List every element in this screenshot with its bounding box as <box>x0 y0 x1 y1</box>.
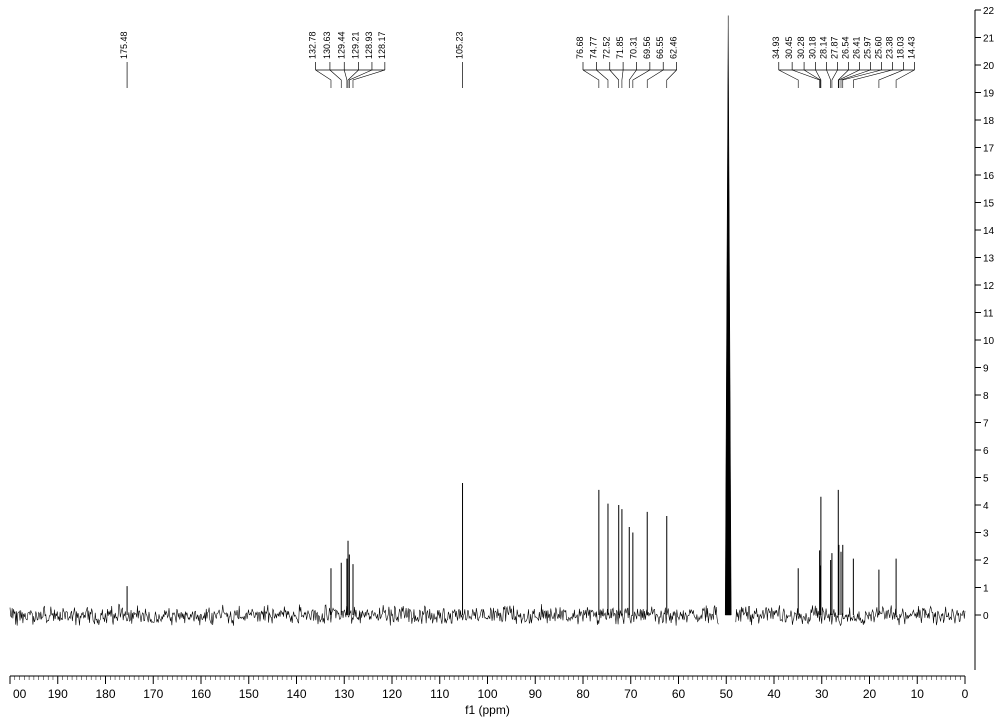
peak-label: 70.31 <box>628 36 638 59</box>
peak-label: 69.56 <box>642 36 652 59</box>
y2-tick-label: 4 <box>983 501 989 512</box>
peak-label: 129.44 <box>336 31 346 59</box>
x-tick-label: 0 <box>962 687 969 701</box>
x-tick-label: 80 <box>576 687 590 701</box>
peak-label: 132.78 <box>308 31 318 59</box>
peak-label: 129.21 <box>351 31 361 59</box>
peak-label: 30.45 <box>784 36 794 59</box>
peak-label: 27.87 <box>830 36 840 59</box>
y2-tick-label: 5 <box>983 474 989 485</box>
peak-label: 30.18 <box>808 36 818 59</box>
y2-tick-label: 10 <box>983 336 995 347</box>
x-tick-label: 30 <box>815 687 829 701</box>
x-tick-label: 180 <box>95 687 115 701</box>
y2-tick-label: 15 <box>983 199 995 210</box>
y2-tick-label: 21 <box>983 34 995 45</box>
peak-label: 62.46 <box>669 36 679 59</box>
peak-label: 30.28 <box>796 36 806 59</box>
y2-tick-label: 16 <box>983 171 995 182</box>
y2-tick-label: 1 <box>983 584 989 595</box>
peak-label: 18.03 <box>895 36 905 59</box>
spectrum-svg: 175.48132.78130.63129.44129.21128.93128.… <box>0 0 1000 726</box>
y2-tick-label: 7 <box>983 419 989 430</box>
peak-label: 74.77 <box>588 36 598 59</box>
x-tick-label: 90 <box>529 687 543 701</box>
peak-label: 128.93 <box>364 31 374 59</box>
x-tick-label: 140 <box>286 687 306 701</box>
peak-label: 76.68 <box>575 36 585 59</box>
y2-tick-label: 8 <box>983 391 989 402</box>
y2-tick-label: 6 <box>983 446 989 457</box>
y2-tick-label: 2 <box>983 556 989 567</box>
y2-tick-label: 3 <box>983 529 989 540</box>
y2-tick-label: 14 <box>983 226 995 237</box>
y2-tick-label: 0 <box>983 611 989 622</box>
x-tick-label: 60 <box>672 687 686 701</box>
x-tick-label: 100 <box>477 687 497 701</box>
x-tick-label: 110 <box>430 687 449 701</box>
nmr-spectrum: 175.48132.78130.63129.44129.21128.93128.… <box>0 0 1000 726</box>
peak-label: 175.48 <box>119 31 129 59</box>
peak-label: 14.43 <box>906 36 916 59</box>
x-tick-label: 70 <box>624 687 638 701</box>
peak-label: 105.23 <box>455 31 465 59</box>
peak-label: 26.41 <box>851 36 861 59</box>
y2-tick-label: 12 <box>983 281 995 292</box>
x-axis-label: f1 (ppm) <box>465 703 510 717</box>
peak-label: 72.52 <box>602 36 612 59</box>
x-tick-label: 00 <box>13 687 27 701</box>
peak-label: 128.17 <box>377 31 387 59</box>
peak-label: 71.85 <box>615 36 625 59</box>
x-tick-label: 190 <box>48 687 68 701</box>
y2-tick-label: 11 <box>983 309 994 320</box>
y2-tick-label: 20 <box>983 61 995 72</box>
peak-label: 25.60 <box>873 36 883 59</box>
y2-tick-label: 19 <box>983 89 995 100</box>
x-tick-label: 10 <box>911 687 925 701</box>
x-tick-label: 160 <box>191 687 211 701</box>
peak-label: 34.93 <box>771 36 781 59</box>
x-tick-label: 40 <box>767 687 781 701</box>
x-tick-label: 170 <box>143 687 163 701</box>
peak-label: 23.38 <box>884 36 894 59</box>
y2-tick-label: 9 <box>983 364 989 375</box>
peak-label: 26.54 <box>840 36 850 59</box>
peak-label: 25.97 <box>862 36 872 59</box>
x-tick-label: 120 <box>382 687 402 701</box>
x-tick-label: 150 <box>239 687 259 701</box>
x-tick-label: 20 <box>863 687 877 701</box>
x-tick-label: 130 <box>334 687 354 701</box>
peak-label: 130.63 <box>322 31 332 59</box>
peak-label: 66.55 <box>655 36 665 59</box>
y2-tick-label: 22 <box>983 6 995 17</box>
y2-tick-label: 18 <box>983 116 995 127</box>
y2-tick-label: 13 <box>983 254 995 265</box>
peak-label: 28.14 <box>819 36 829 59</box>
x-tick-label: 50 <box>720 687 734 701</box>
y2-tick-label: 17 <box>983 144 995 155</box>
